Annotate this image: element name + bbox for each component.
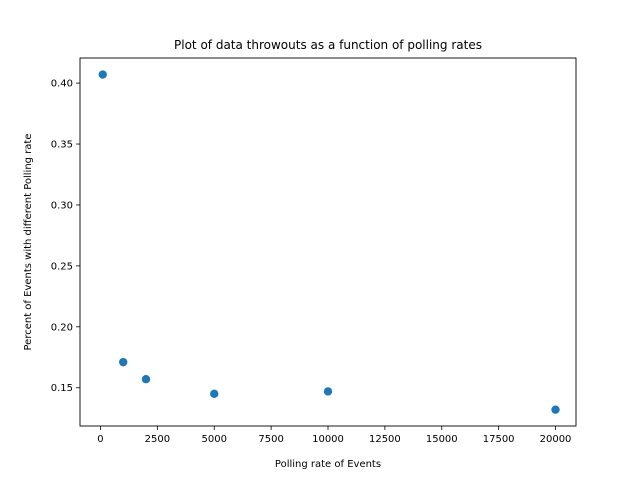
x-axis-ticks: 0 2500 5000 7500 10000 12500 15000 17500 20000: [97, 426, 571, 445]
x-tick-label-8: 20000: [540, 434, 572, 445]
data-point-3: [210, 389, 219, 399]
x-axis-label: Polling rate of Events: [275, 459, 381, 470]
x-tick-label-3: 7500: [258, 434, 283, 445]
x-tick-label-6: 15000: [426, 434, 458, 445]
chart-title: Plot of data throwouts as a function of …: [174, 38, 482, 52]
data-point-5: [551, 405, 560, 414]
y-tick-label-4: 0.35: [51, 140, 73, 151]
points-layer: [98, 70, 560, 414]
x-tick-label-1: 2500: [145, 434, 170, 445]
data-point-0: [98, 70, 107, 79]
x-tick-label-0: 0: [97, 434, 103, 445]
y-tick-label-5: 0.40: [51, 79, 73, 90]
x-tick-label-4: 10000: [312, 434, 344, 445]
data-point-4: [323, 387, 333, 396]
x-tick-label-5: 12500: [369, 434, 401, 445]
data-point-1: [119, 357, 128, 367]
y-tick-label-0: 0.15: [51, 383, 73, 394]
y-axis-ticks: 0.15 0.20 0.25 0.30 0.35 0.40: [51, 79, 80, 394]
data-point-2: [141, 375, 151, 384]
y-tick-label-2: 0.25: [51, 261, 73, 272]
y-tick-label-1: 0.20: [51, 322, 73, 333]
y-axis-label: Percent of Events with different Polling…: [23, 133, 34, 350]
x-tick-label-7: 17500: [483, 434, 515, 445]
x-tick-label-2: 5000: [202, 434, 227, 445]
y-tick-label-3: 0.30: [51, 200, 73, 211]
